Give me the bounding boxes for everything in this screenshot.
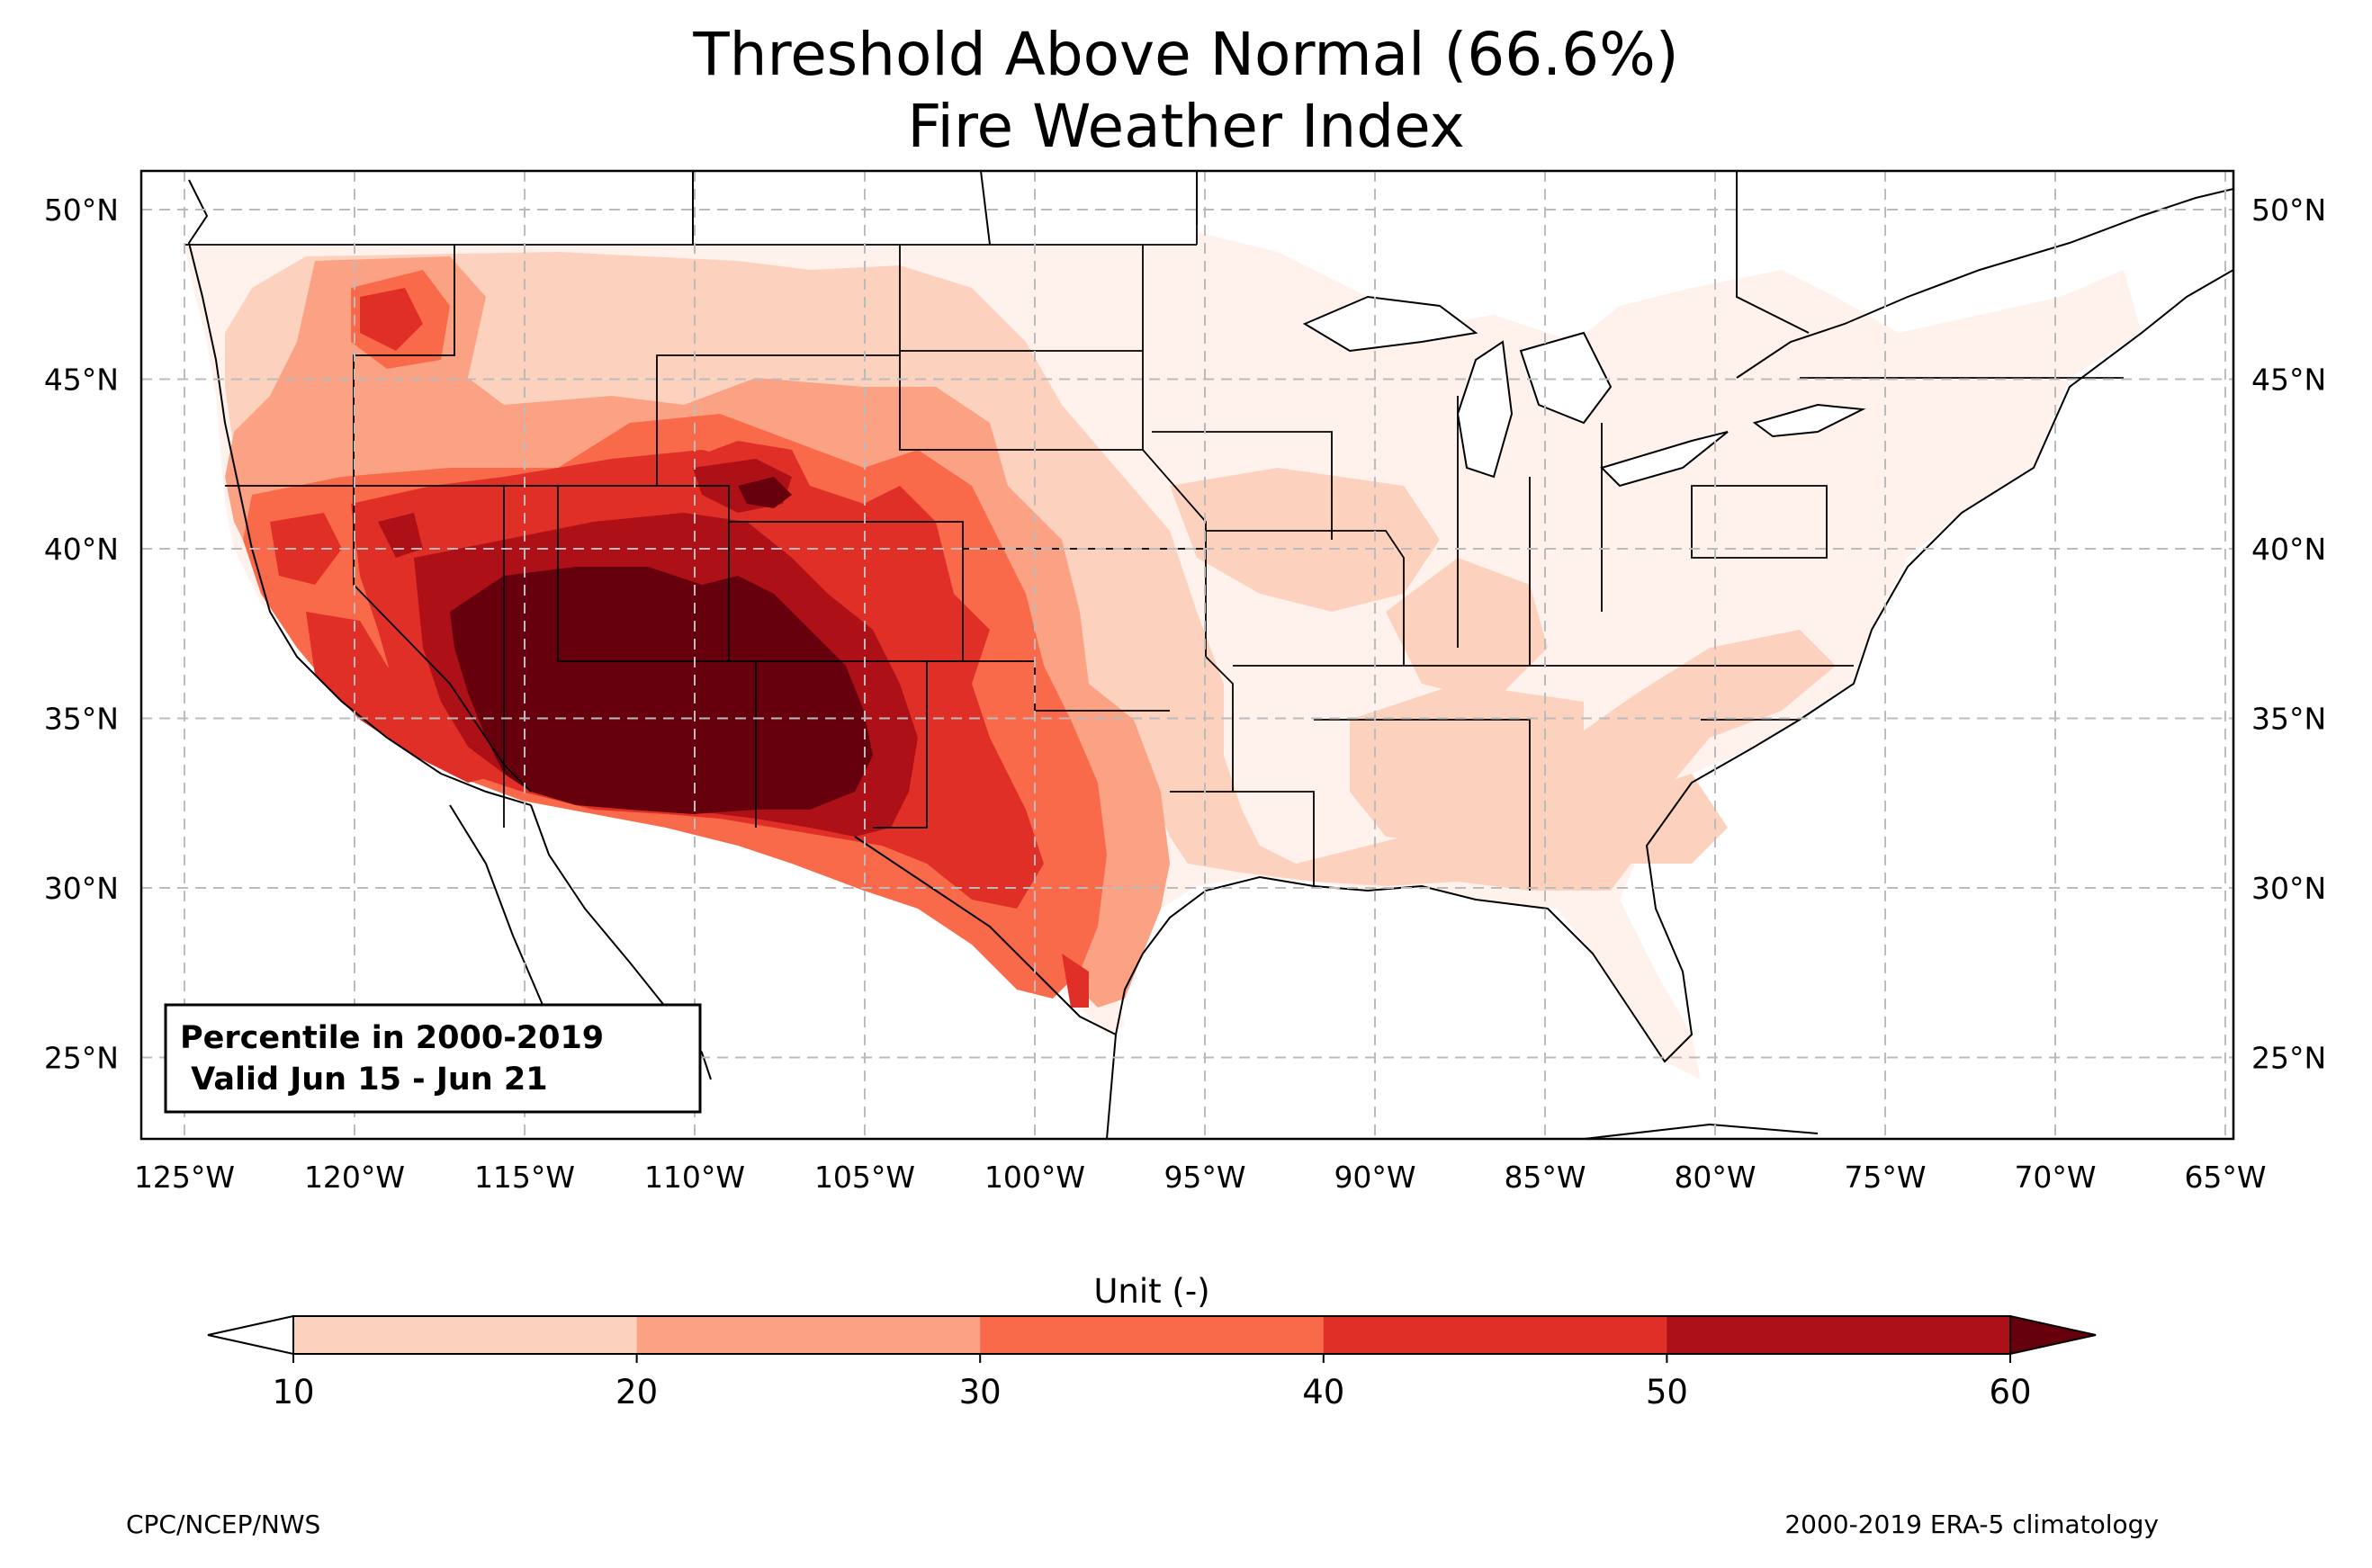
colorbar-segment [636,1316,981,1354]
lat-tick-label-left: 25°N [44,1041,119,1076]
colorbar-segment [293,1316,638,1354]
lon-tick-label: 100°W [984,1160,1085,1195]
lat-tick-label-left: 30°N [44,871,119,906]
colorbar-tick-label: 30 [959,1373,1002,1411]
lon-tick-label: 65°W [2184,1160,2266,1195]
lat-tick-label-right: 35°N [2251,702,2326,737]
map-frame [139,169,2235,1141]
coastlines [187,171,2233,1139]
colorbar-tick-label: 20 [615,1373,658,1411]
lon-tick-label: 115°W [474,1160,575,1195]
info-box: Percentile in 2000-2019 Valid Jun 15 - J… [164,1003,702,1114]
lat-tick-label-left: 35°N [44,702,119,737]
lon-tick-label: 75°W [1844,1160,1926,1195]
lon-tick-label: 95°W [1164,1160,1245,1195]
lat-tick-label-left: 40°N [44,532,119,567]
latitude-tick-labels-left: 50°N 45°N 40°N 35°N 30°N 25°N [44,193,119,1076]
info-box-line2: Valid Jun 15 - Jun 21 [180,1062,548,1098]
footer-source: CPC/NCEP/NWS [126,1510,321,1539]
state-boundaries [184,171,2124,891]
lon-tick-label: 85°W [1504,1160,1586,1195]
colorbar-under-extension [207,1314,294,1356]
colorbar-segment [1667,1316,2011,1354]
chart-title-line2: Fire Weather Index [907,92,1465,161]
colorbar-outline [292,1315,2011,1355]
footer-climatology: 2000-2019 ERA-5 climatology [1784,1510,2159,1539]
fwi-class-60-plus [450,477,873,814]
lat-tick-label-right: 40°N [2251,532,2326,567]
lon-tick-label: 80°W [1674,1160,1756,1195]
lat-tick-label-right: 25°N [2251,1041,2326,1076]
great-lakes [1302,295,1866,488]
map-layers [141,171,2233,1139]
lon-tick-label: 125°W [134,1160,235,1195]
colorbar-over-extension [2009,1314,2097,1356]
lon-tick-label: 105°W [814,1160,915,1195]
lat-tick-label-left: 45°N [44,363,119,398]
longitude-tick-labels: 125°W 120°W 115°W 110°W 105°W 100°W 95°W 90°W 85… [134,1160,2267,1195]
lat-tick-label-right: 30°N [2251,871,2326,906]
colorbar-segment [980,1316,1325,1354]
info-box-line1: Percentile in 2000-2019 [180,1020,604,1056]
lon-tick-label: 120°W [304,1160,405,1195]
colorbar-tick-label: 60 [1989,1373,2031,1411]
colorbar-tick-label: 10 [272,1373,314,1411]
chart-title-line1: Threshold Above Normal (66.6%) [693,20,1679,89]
lon-tick-label: 70°W [2014,1160,2096,1195]
lat-tick-label-right: 50°N [2251,193,2326,228]
lon-tick-label: 90°W [1334,1160,1415,1195]
lon-tick-label: 110°W [644,1160,745,1195]
colorbar: Unit (-) 10 20 30 40 50 60 [207,1272,2097,1411]
colorbar-title: Unit (-) [1093,1272,1209,1311]
colorbar-tick-label: 50 [1646,1373,1688,1411]
colorbar-tick-label: 40 [1302,1373,1344,1411]
latitude-tick-labels-right: 50°N 45°N 40°N 35°N 30°N 25°N [2251,193,2326,1076]
colorbar-segment [1323,1316,1667,1354]
lat-tick-label-right: 45°N [2251,363,2326,398]
lat-tick-label-left: 50°N [44,193,119,228]
